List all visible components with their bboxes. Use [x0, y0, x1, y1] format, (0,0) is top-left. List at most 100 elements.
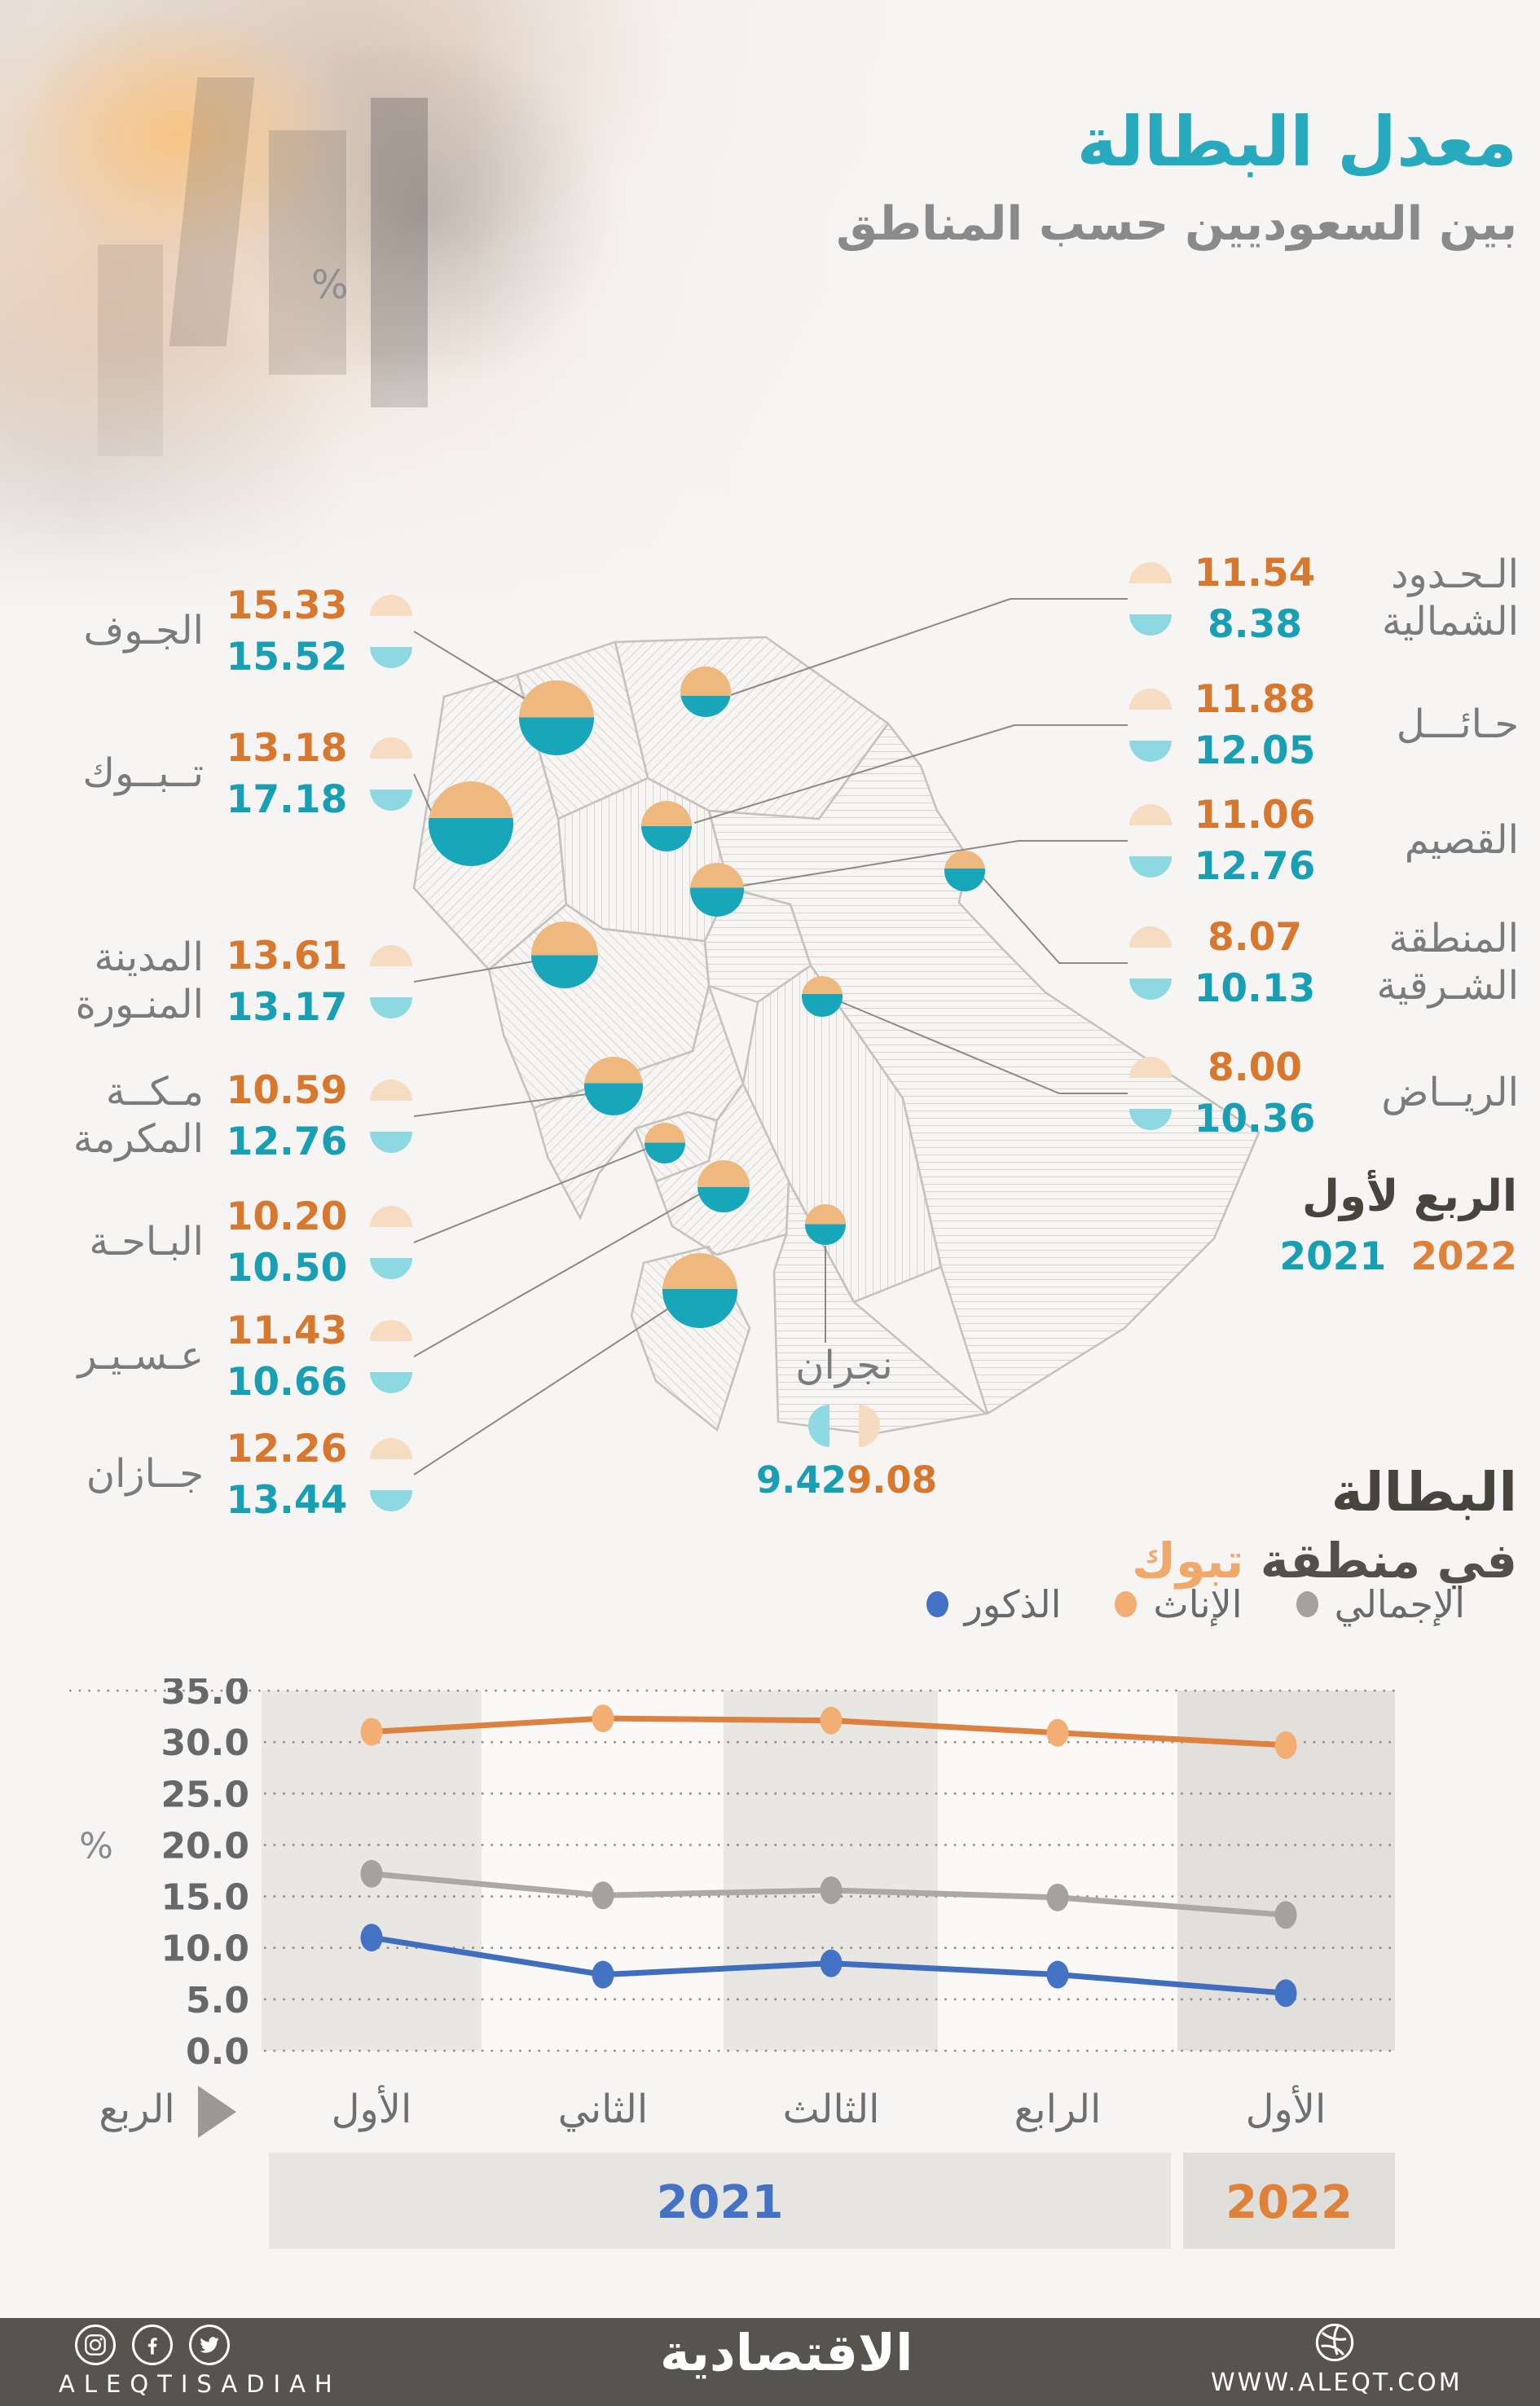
half-disc-2021-icon — [808, 1405, 829, 1447]
region-row-hail: حـائـــل 11.88 12.05 — [1129, 668, 1519, 782]
leader-line — [413, 1093, 587, 1117]
region-row-baha: البـاحـة 10.20 10.50 — [54, 1185, 412, 1300]
region-row-nb: الـحـدود الشمالية 11.54 8.38 — [1129, 542, 1519, 656]
x-tick-label: الأول — [332, 2084, 412, 2132]
data-point-الإجمالي — [820, 1876, 843, 1904]
leader-line — [413, 1148, 647, 1243]
data-point-الذكور — [820, 1949, 843, 1977]
tabuk-line-chart: 0.0 5.0 10.0 15.0 20.0 25.0 30.0 35.0% الأول الثا… — [69, 1678, 1395, 2249]
legend-item-الذكور: الذكور — [926, 1582, 1061, 1626]
x-tick-label: الثاني — [558, 2087, 648, 2132]
value-2021: 17.18 — [226, 777, 348, 822]
data-point-الذكور — [1046, 1960, 1069, 1989]
tabuk-section-title: البطالة في منطقة تبوك — [1131, 1461, 1517, 1589]
half-circle-2022-icon — [1129, 688, 1172, 710]
data-point-الذكور — [1274, 1979, 1297, 2008]
data-point-الإناث — [1274, 1731, 1297, 1759]
y-tick-label: 30.0 — [161, 1722, 249, 1764]
page-title: معدل البطالة — [1076, 102, 1517, 182]
region-row-najran: نجران 9.42 9.08 — [755, 1343, 938, 1502]
data-point-الإناث — [592, 1704, 614, 1733]
y-tick-label: 10.0 — [161, 1929, 249, 1970]
data-point-الإجمالي — [1274, 1901, 1297, 1929]
region-row-tabuk: تــبــوك 13.18 17.18 — [54, 717, 412, 831]
value-2021: 10.13 — [1194, 966, 1316, 1011]
region-icons — [1129, 688, 1172, 762]
region-label-line: الشمالية — [1382, 599, 1519, 644]
value-2021: 10.66 — [226, 1360, 348, 1405]
region-row-qassim: القصيم 11.06 12.76 — [1129, 784, 1519, 898]
chart-band-light — [938, 1691, 1177, 2051]
region-label: جــازان — [54, 1451, 204, 1498]
region-row-madinah: المدينة المنـورة 13.61 13.17 — [54, 925, 412, 1039]
half-circle-2022-icon — [370, 945, 412, 966]
section-subtitle-region: تبوك — [1131, 1532, 1244, 1589]
region-row-eastern: المنطقة الشـرقية 8.07 10.13 — [1129, 906, 1519, 1020]
x-tick-label: الأول — [1246, 2084, 1327, 2132]
y-tick-label: 15.0 — [161, 1877, 249, 1919]
region-label-line: مـكــة — [105, 1069, 204, 1115]
region-label: تــبــوك — [54, 750, 204, 798]
footer-bar: ALEQTISADIAH الاقتصادية WWW.ALEQT.COM — [0, 2318, 1540, 2406]
twitter-icon[interactable] — [189, 2325, 230, 2365]
region-values: 13.61 13.17 — [222, 937, 352, 1027]
leader-line — [413, 631, 529, 702]
region-values: 11.43 10.66 — [222, 1312, 352, 1401]
leader-line — [983, 878, 1128, 964]
half-circle-2021-icon — [370, 1372, 412, 1393]
value-2022: 13.18 — [226, 726, 348, 771]
region-values: 8.07 10.13 — [1190, 918, 1320, 1008]
map-region-najran — [772, 1177, 988, 1436]
region-label-line: جــازان — [86, 1451, 204, 1498]
website-url[interactable]: WWW.ALEQT.COM — [1211, 2369, 1463, 2397]
value-2022: 10.59 — [226, 1068, 348, 1113]
ball-icon — [1313, 2321, 1356, 2367]
leader-line — [841, 1001, 1128, 1094]
bubble-hail — [641, 801, 692, 851]
value-2022: 9.08 — [847, 1458, 938, 1502]
region-label: المنطقة الشـرقية — [1338, 916, 1520, 1009]
chart-band-light — [482, 1691, 724, 2051]
region-icons — [370, 1438, 412, 1511]
legend-year-2022: 2022 — [1410, 1234, 1517, 1279]
value-2021: 9.42 — [756, 1458, 847, 1502]
region-row-asir: عـسـيـر 11.43 10.66 — [54, 1300, 412, 1414]
section-title: البطالة — [1331, 1461, 1517, 1524]
y-tick-label: 25.0 — [161, 1774, 249, 1815]
leader-line — [413, 1305, 673, 1476]
half-circle-2022-icon — [370, 1320, 412, 1341]
year-band-2022 — [1183, 2153, 1395, 2249]
half-circle-2022-icon — [1129, 562, 1172, 583]
region-label: عـسـيـر — [54, 1333, 204, 1380]
y-tick-label: 5.0 — [186, 1980, 249, 2021]
data-point-الإناث — [360, 1718, 383, 1746]
region-row-makkah: مـكــة المكرمة 10.59 12.76 — [54, 1059, 412, 1173]
page-subtitle: بين السعوديين حسب المناطق — [836, 197, 1517, 252]
bubble-najran — [805, 1204, 846, 1245]
region-icons — [370, 595, 412, 668]
y-axis-unit: % — [79, 1825, 113, 1867]
facebook-icon[interactable] — [132, 2325, 173, 2365]
half-circle-2022-icon — [1129, 1057, 1172, 1078]
region-values: 11.88 12.05 — [1190, 680, 1320, 770]
region-values: 12.26 13.44 — [222, 1430, 352, 1520]
saudi-map — [412, 598, 1261, 1476]
data-point-الذكور — [592, 1960, 614, 1989]
value-2022: 8.00 — [1208, 1045, 1302, 1090]
region-label: نجران — [795, 1343, 893, 1388]
x-tick-label: الثالث — [783, 2087, 880, 2132]
bubble-eastern — [944, 851, 985, 891]
region-row-jouf: الجـوف 15.33 15.52 — [54, 574, 412, 688]
region-label-line: المنـورة — [75, 982, 204, 1027]
chart-legend: الإجمالي الإناث الذكور — [926, 1582, 1465, 1626]
region-label: مـكــة المكرمة — [54, 1069, 204, 1163]
region-values: 8.00 10.36 — [1190, 1049, 1320, 1138]
value-2022: 11.54 — [1194, 551, 1316, 596]
bubble-asir — [697, 1160, 750, 1212]
leader-line — [730, 598, 1128, 696]
instagram-icon[interactable] — [75, 2325, 116, 2365]
region-label-line: الجـوف — [83, 608, 204, 654]
legend-item-الإجمالي: الإجمالي — [1296, 1582, 1465, 1626]
half-circle-2022-icon — [370, 595, 412, 616]
region-label: البـاحـة — [54, 1219, 204, 1266]
